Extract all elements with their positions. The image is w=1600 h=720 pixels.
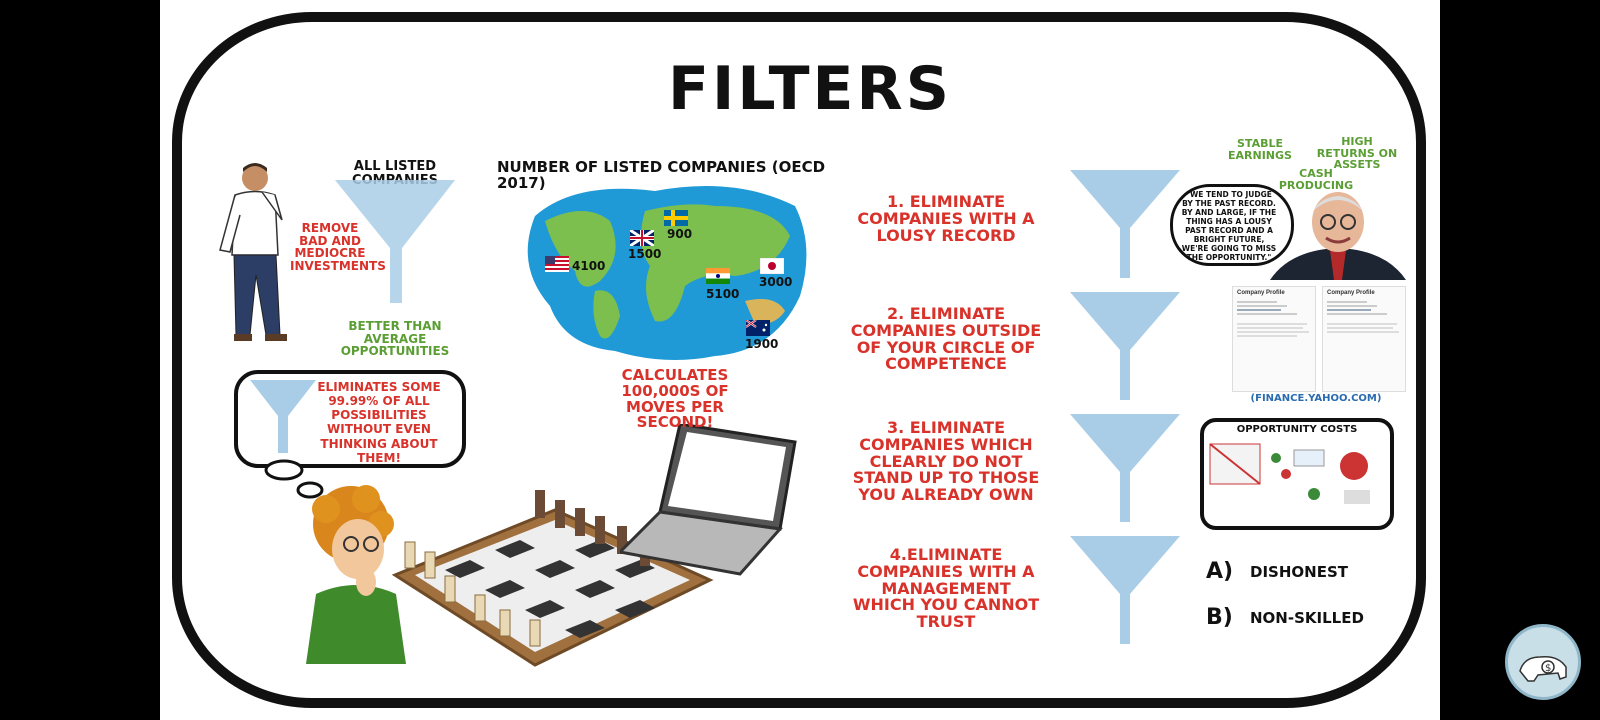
text-line [1237, 327, 1303, 329]
company-profile-card: Company Profile [1232, 286, 1316, 392]
thought-bubble-text: ELIMINATES SOME 99.99% OF ALL POSSIBILIT… [317, 380, 441, 465]
filter-item-4: 4.ELIMINATE COMPANIES WITH A MANAGEMENT … [852, 545, 1040, 632]
text-line [1327, 323, 1397, 325]
investor-portrait-illustration [1270, 192, 1406, 280]
world-map-illustration [527, 186, 807, 360]
japan-flag [760, 258, 784, 274]
opportunity-costs-sketch [1209, 442, 1370, 504]
text-line [1327, 309, 1371, 311]
company-profile-title: Company Profile [1327, 290, 1375, 296]
usa-value: 4100 [572, 259, 606, 273]
funnel-icon [1070, 414, 1180, 522]
sweden-flag [664, 210, 688, 226]
stable-earnings-label: STABLE EARNINGS [1228, 137, 1292, 162]
funnel-icon [1070, 170, 1180, 278]
uk-value: 1500 [628, 247, 662, 261]
option-b-label: NON-SKILLED [1250, 609, 1364, 627]
quote-text: "WE TEND TO JUDGE BY THE PAST RECORD. BY… [1181, 190, 1277, 262]
funnel-icon [1070, 536, 1180, 644]
filter-item-2: 2. ELIMINATE COMPANIES OUTSIDE OF YOUR C… [850, 304, 1042, 374]
funnel-icon [335, 180, 455, 303]
text-line [1327, 313, 1387, 315]
laptop-illustration [620, 424, 797, 576]
text-line [1237, 305, 1287, 307]
text-line [1237, 313, 1297, 315]
page-title: FILTERS [668, 54, 952, 124]
india-value: 5100 [706, 287, 740, 301]
text-line [1327, 327, 1393, 329]
quote-bubble [1170, 184, 1294, 266]
text-line [1327, 301, 1367, 303]
funnel-icon [250, 380, 316, 453]
text-line [1237, 335, 1297, 337]
high-returns-label: HIGH RETURNS ON ASSETS [1316, 135, 1398, 172]
channel-logo[interactable]: $ [1505, 624, 1581, 700]
map-heading: NUMBER OF LISTED COMPANIES (OECD 2017) [497, 158, 826, 192]
filter-item-1: 1. ELIMINATE COMPANIES WITH A LOUSY RECO… [857, 192, 1035, 245]
sweden-value: 900 [667, 227, 693, 241]
australia-value: 1900 [745, 337, 779, 351]
india-flag [706, 268, 730, 284]
thinking-man-illustration [219, 163, 287, 341]
opportunity-costs-panel: OPPORTUNITY COSTS [1200, 418, 1394, 530]
company-profile-card: Company Profile [1322, 286, 1406, 392]
curly-hair-thinker-illustration [306, 485, 406, 664]
option-b-letter: B) [1206, 605, 1233, 630]
text-line [1327, 305, 1377, 307]
text-line [1327, 331, 1399, 333]
australia-flag [746, 320, 770, 336]
text-line [1237, 323, 1307, 325]
better-label: BETTER THAN AVERAGE OPPORTUNITIES [340, 319, 450, 359]
uk-flag [630, 230, 654, 246]
filter-item-3: 3. ELIMINATE COMPANIES WHICH CLEARLY DO … [852, 418, 1040, 505]
source-label: (FINANCE.YAHOO.COM) [1250, 393, 1382, 404]
polar-bear-dollar-icon: $ [1519, 655, 1567, 682]
text-line [1237, 331, 1309, 333]
text-line [1237, 301, 1277, 303]
opportunity-costs-title: OPPORTUNITY COSTS [1236, 424, 1358, 435]
remove-label: REMOVE BAD AND MEDIOCRE INVESTMENTS [290, 221, 386, 273]
japan-value: 3000 [759, 275, 793, 289]
option-a-label: DISHONEST [1250, 563, 1348, 581]
funnel-icon [1070, 292, 1180, 400]
svg-text:$: $ [1545, 663, 1551, 674]
company-profile-title: Company Profile [1237, 290, 1285, 296]
cash-producing-label: CASH PRODUCING [1278, 167, 1354, 192]
option-a-letter: A) [1206, 559, 1234, 584]
usa-flag [545, 256, 569, 272]
calc-label: CALCULATES 100,000S OF MOVES PER SECOND! [621, 366, 729, 432]
text-line [1237, 309, 1281, 311]
